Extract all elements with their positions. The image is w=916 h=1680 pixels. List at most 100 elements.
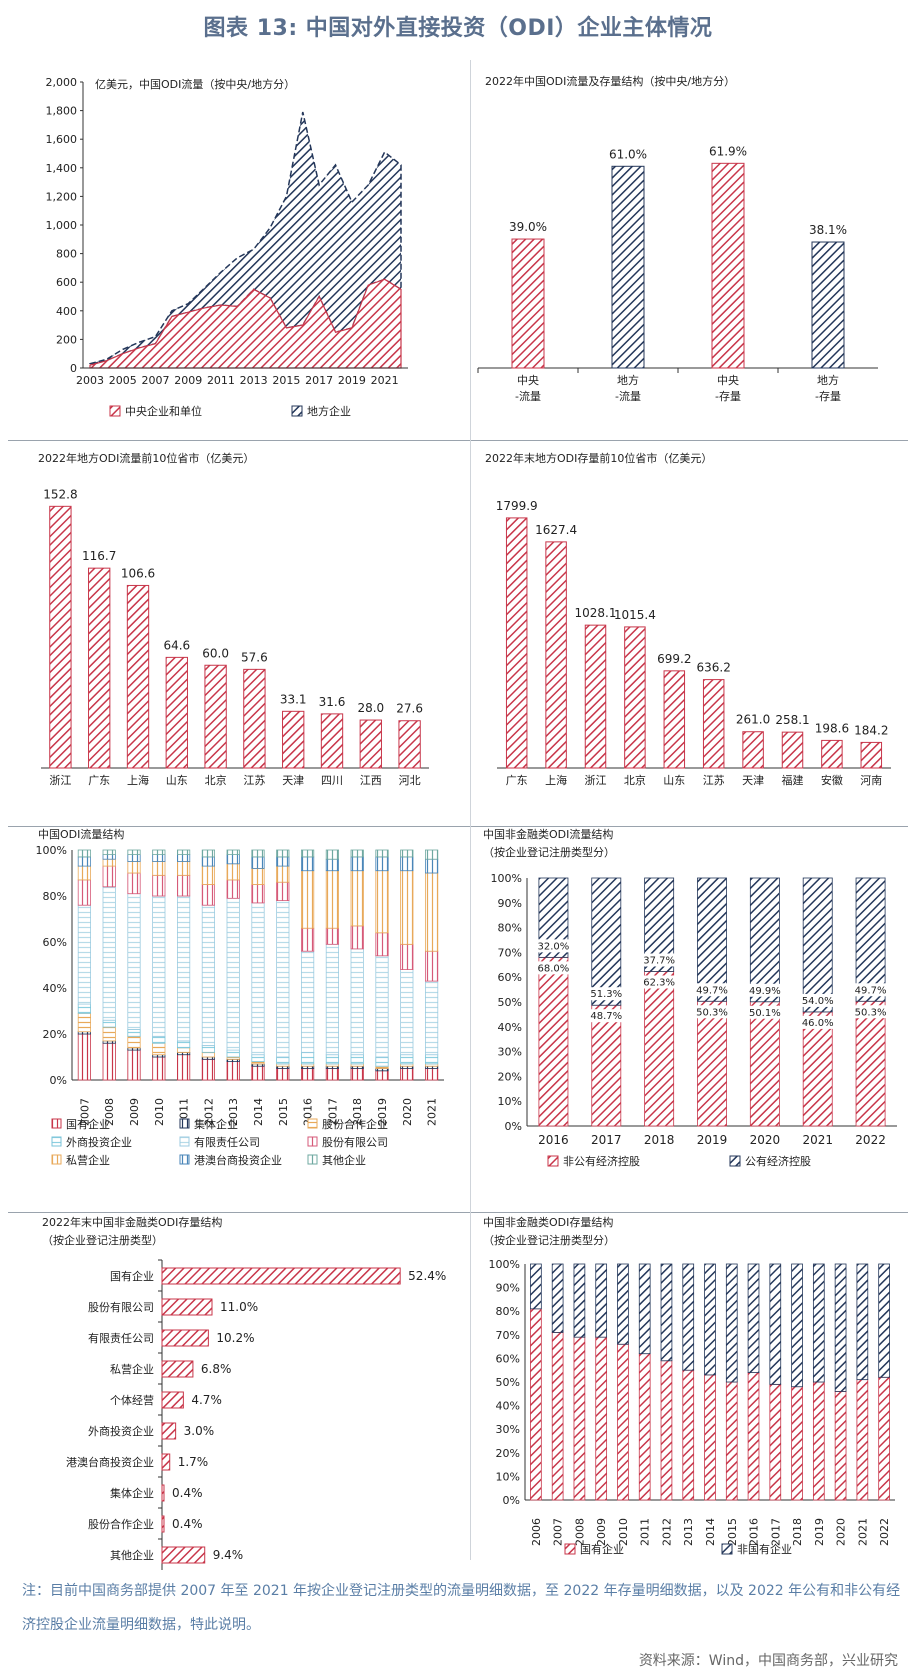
c8-segment [769, 1263, 782, 1385]
c8-subtitle: （按企业登记注册类型分） [483, 1233, 615, 1247]
c1-ytick: 0 [70, 362, 77, 375]
c4-data-label: 1028.1 [575, 606, 617, 620]
c5-ytick: 80% [43, 890, 67, 903]
c6-ytick: 0% [505, 1120, 522, 1133]
c6-title: 中国非金融类ODI流量结构 [483, 827, 613, 841]
c3-xtick: 四川 [321, 774, 343, 787]
c7-bar [161, 1515, 165, 1533]
c7-title: 2022年末中国非金融类ODI存量结构 [42, 1215, 222, 1229]
c2-xtick: -存量 [715, 389, 741, 403]
c7-category: 集体企业 [110, 1486, 154, 1500]
c5-xtick: 2015 [277, 1098, 290, 1126]
c2-data-label: 39.0% [509, 220, 547, 234]
c3-data-label: 33.1 [280, 692, 307, 706]
c6-data-label: 50.1% [749, 1008, 781, 1019]
c5-xtick: 2020 [401, 1098, 414, 1126]
c4-bar [702, 679, 725, 769]
c3-bar [320, 713, 344, 769]
c4-title: 2022年末地方ODI存量前10位省市（亿美元） [485, 451, 712, 465]
c8-segment [617, 1263, 629, 1345]
c6-xtick: 2021 [802, 1133, 833, 1147]
c4-data-label: 1627.4 [535, 523, 577, 537]
c8-xtick: 2012 [660, 1518, 673, 1546]
c3-data-label: 116.7 [82, 549, 116, 563]
c5-ytick: 0% [50, 1074, 67, 1087]
c6-xtick: 2017 [591, 1133, 622, 1147]
c1-area-central [89, 278, 402, 369]
c5-legend-swatch [51, 1154, 62, 1165]
c6-xtick: 2018 [644, 1133, 675, 1147]
c5-legend-swatch [51, 1136, 62, 1147]
c4-bar [663, 670, 686, 769]
c3-data-label: 27.6 [396, 702, 423, 716]
footnote: 注：目前中国商务部提供 2007 年至 2021 年按企业登记注册类型的流量明细… [22, 1583, 901, 1633]
c4-data-label: 258.1 [775, 713, 809, 727]
c4-xtick: 河南 [860, 774, 882, 787]
c8-segment [812, 1263, 825, 1383]
c8-segment [791, 1386, 803, 1501]
c6-segment [802, 1011, 833, 1127]
c3-bar [126, 584, 150, 769]
c3-data-label: 60.0 [202, 646, 229, 660]
c6-data-label: 46.0% [802, 1018, 834, 1029]
c1-ytick: 1,800 [46, 105, 78, 118]
c4-bar [505, 517, 528, 769]
c4-data-label: 184.2 [854, 723, 888, 737]
c6-ytick: 100% [491, 872, 522, 885]
c5-xtick: 2007 [78, 1098, 91, 1126]
c5-xtick: 2009 [128, 1098, 141, 1126]
c5-segment [251, 849, 265, 858]
c1-xtick: 2009 [174, 374, 202, 387]
c2-title: 2022年中国ODI流量及存量结构（按中央/地方分） [485, 74, 735, 88]
c4-bar [781, 731, 804, 769]
c7-category: 个体经营 [110, 1393, 154, 1407]
c6-label-bg [642, 953, 677, 967]
c5-segment [424, 849, 439, 860]
c5-legend-label: 私营企业 [66, 1153, 110, 1167]
c8-segment [769, 1383, 782, 1501]
c6-label-bg [589, 987, 624, 1001]
c6-legend-swatch-public [729, 1155, 741, 1167]
c4-data-label: 699.2 [657, 652, 691, 666]
c3-bar [165, 656, 188, 769]
divider-3 [8, 1212, 908, 1213]
c8-xtick: 2013 [682, 1518, 695, 1546]
c8-ytick: 20% [496, 1447, 520, 1460]
c6-data-label: 49.7% [696, 985, 728, 996]
c6-ytick: 10% [498, 1095, 522, 1108]
c6-segment [697, 877, 727, 1002]
c1-ytick: 1,000 [46, 219, 78, 232]
c6-label-bg [853, 983, 888, 997]
c8-segment [878, 1376, 890, 1501]
c7-subtitle: （按企业登记注册类型） [42, 1233, 163, 1247]
c8-segment [682, 1369, 695, 1501]
page-title: 图表 13: 中国对外直接投资（ODI）企业主体情况 [203, 16, 713, 41]
c1-legend-local: 地方企业 [307, 404, 351, 418]
c5-legend-label: 股份有限公司 [322, 1135, 388, 1149]
c7-bar [161, 1360, 194, 1378]
c5-segment [400, 849, 414, 858]
c3-data-label: 152.8 [43, 487, 77, 501]
c8-segment [660, 1263, 673, 1362]
c2-data-label: 61.0% [609, 147, 647, 161]
c6-ytick: 80% [498, 922, 522, 935]
c8-segment [834, 1391, 847, 1501]
c8-segment [682, 1263, 695, 1371]
c1-ytick: 800 [56, 248, 77, 261]
c1-xtick: 2015 [272, 374, 300, 387]
c5-legend-swatch [179, 1136, 190, 1147]
c7-category: 股份有限公司 [88, 1300, 154, 1314]
c2-xtick: 地方 [817, 373, 839, 387]
c5-legend-label: 国有企业 [66, 1117, 110, 1131]
c6-data-label: 62.3% [643, 977, 675, 988]
c8-legend-state: 国有企业 [580, 1542, 624, 1556]
c6-ytick: 20% [498, 1070, 522, 1083]
c1-title: 亿美元，中国ODI流量（按中央/地方分） [95, 77, 295, 91]
c2-bar [811, 241, 845, 369]
c3-data-label: 57.6 [241, 650, 268, 664]
c7-data-label: 3.0% [184, 1424, 215, 1438]
divider-1 [8, 440, 908, 441]
